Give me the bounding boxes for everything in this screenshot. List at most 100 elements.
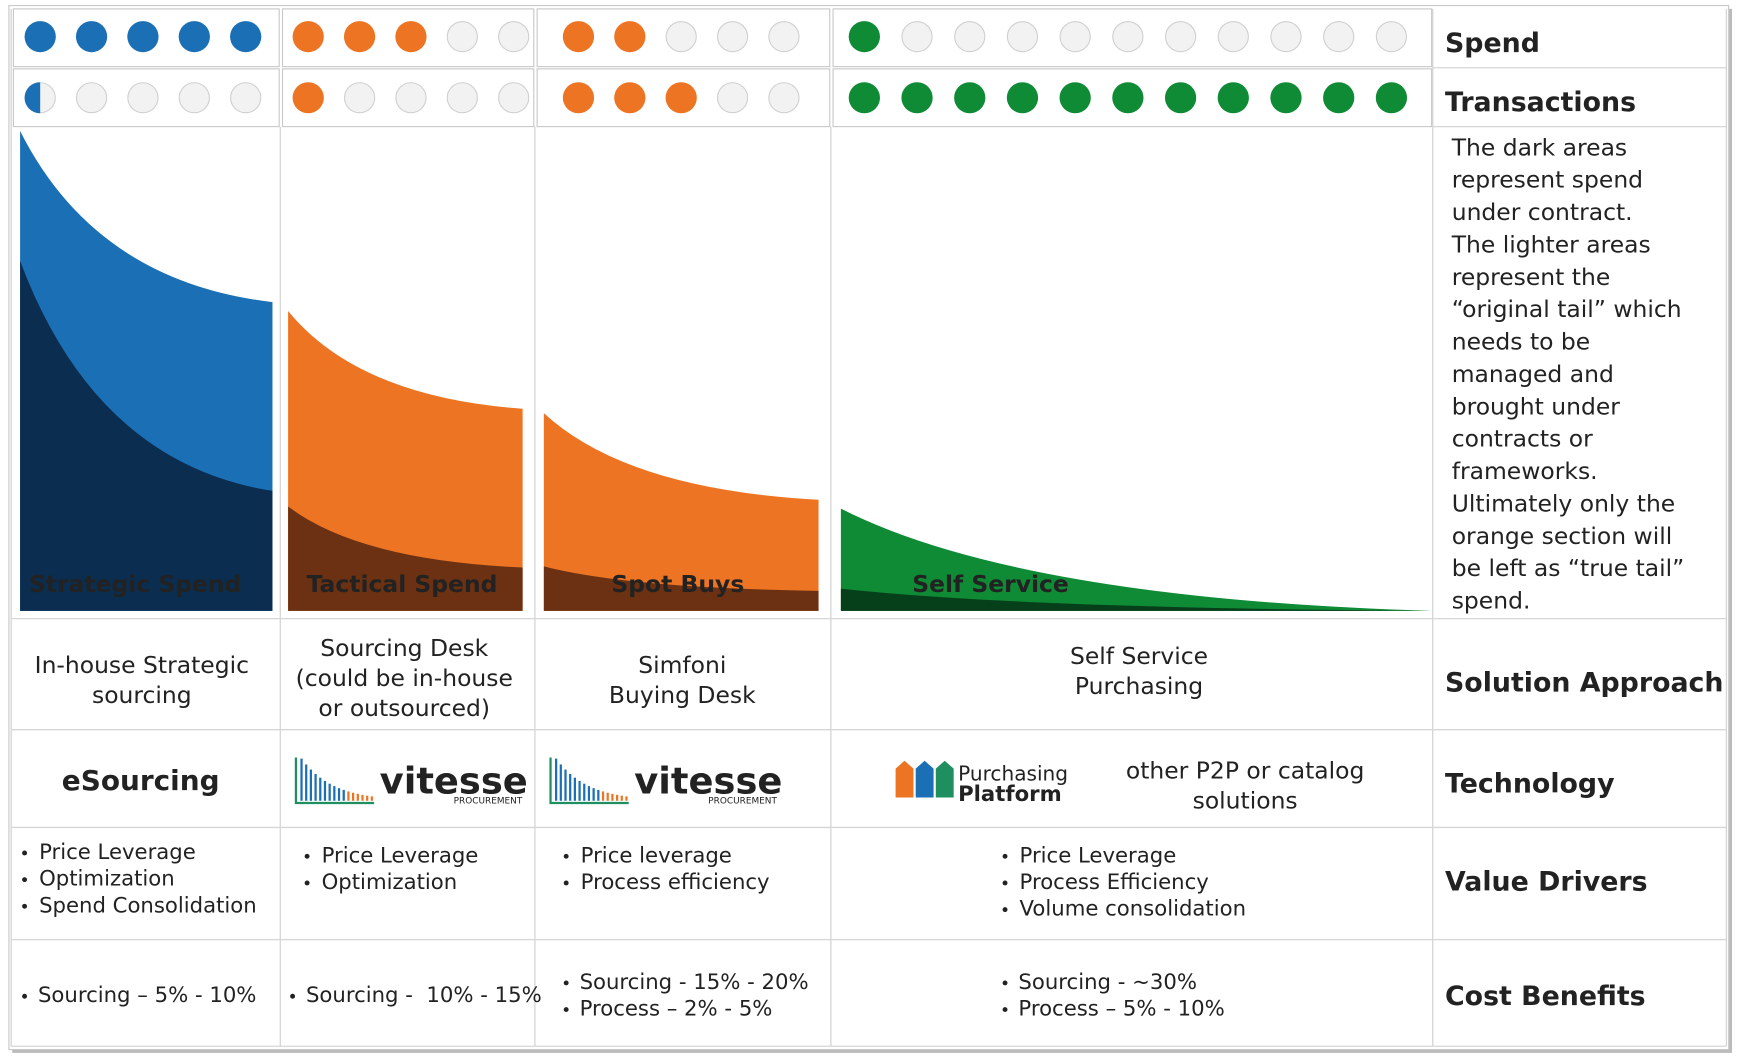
- bullet: [22, 903, 28, 909]
- tail-area: [288, 310, 523, 611]
- note-line: under contract.: [1452, 198, 1633, 226]
- logo-name: Platform: [958, 781, 1062, 806]
- rating-dot: [395, 21, 427, 53]
- rating-dot: [562, 82, 595, 114]
- bullet: [563, 880, 569, 886]
- rating-dot-empty: [954, 21, 986, 53]
- bullet: [563, 980, 569, 986]
- cost-benefit: Process – 2% - 5%: [580, 996, 773, 1021]
- rating-dot: [901, 82, 933, 114]
- rating-dot: [954, 82, 986, 114]
- rating-dot: [24, 21, 56, 53]
- rating-dot: [1112, 82, 1144, 114]
- rating-dot: [1217, 82, 1249, 114]
- contract-area: [840, 588, 1432, 611]
- rating-dot-empty: [395, 82, 427, 114]
- value-driver: Optimization: [322, 869, 458, 894]
- rating-dot: [614, 82, 646, 114]
- row-label: Spend: [1445, 28, 1540, 59]
- rating-dot-empty: [768, 82, 800, 114]
- contract-area: [543, 566, 819, 611]
- cost-benefit: Sourcing – 5% - 10%: [38, 982, 256, 1007]
- rating-dot: [1323, 82, 1355, 114]
- rating-dot: [292, 82, 324, 114]
- rating-dot-empty: [1217, 21, 1249, 53]
- cost-benefit: Process – 5% - 10%: [1018, 996, 1224, 1021]
- rating-dot-empty: [768, 21, 800, 53]
- tech-label: solutions: [1193, 786, 1298, 814]
- cost-benefit: Sourcing - 15% - 20%: [580, 969, 809, 994]
- bullet: [290, 993, 296, 999]
- solution-text: Self Service: [1070, 642, 1208, 670]
- rating-box: [12, 8, 280, 68]
- solution-text: In-house Strategic: [35, 651, 249, 679]
- solution-text: (could be in-house: [296, 664, 513, 692]
- note-line: The dark areas: [1451, 133, 1627, 161]
- rating-box: [536, 8, 831, 68]
- rating-dot-empty: [1375, 21, 1408, 53]
- rating-dot-empty: [127, 82, 159, 114]
- rating-dot-empty: [1270, 21, 1302, 53]
- bullet: [1002, 1007, 1008, 1013]
- note-line: “original tail” which: [1452, 295, 1682, 323]
- rating-dot-empty: [1006, 21, 1039, 53]
- rating-dot: [178, 21, 210, 53]
- bullet: [304, 853, 310, 859]
- rating-dot: [562, 21, 595, 53]
- rating-dot-empty: [446, 21, 478, 53]
- logo-name: vitesse: [380, 760, 528, 803]
- rating-box: [536, 68, 831, 128]
- value-driver: Price leverage: [581, 842, 732, 867]
- logo-axis: [549, 757, 629, 805]
- segment-label: Tactical Spend: [307, 570, 498, 598]
- note-line: be left as “true tail”: [1452, 554, 1685, 582]
- bullet: [304, 880, 310, 886]
- rating-dot-empty: [1059, 21, 1091, 53]
- note-line: represent the: [1452, 263, 1611, 291]
- grid: [10, 8, 1728, 1047]
- solution-text: sourcing: [92, 681, 192, 709]
- value-driver: Price Leverage: [322, 842, 479, 867]
- segment-label: Self Service: [912, 570, 1069, 598]
- row-label: Cost Benefits: [1445, 981, 1646, 1012]
- rating-dot-empty: [1164, 21, 1197, 53]
- rating-dot: [1006, 82, 1039, 114]
- rating-dot-empty: [716, 21, 749, 53]
- solution-text: Purchasing: [1075, 672, 1203, 700]
- solution-text: or outsourced): [318, 694, 490, 722]
- note-line: contracts or: [1452, 425, 1593, 453]
- rating-dot-empty: [343, 82, 376, 114]
- tech-label: other P2P or catalog: [1126, 756, 1364, 784]
- rating-dot-empty: [716, 82, 749, 114]
- rating-box: [832, 68, 1433, 128]
- rating-dot-empty: [498, 82, 530, 114]
- rating-dot-empty: [901, 21, 933, 53]
- logo-sub: PROCUREMENT: [708, 796, 777, 806]
- rating-box: [832, 8, 1433, 68]
- solution-text: Buying Desk: [609, 681, 756, 709]
- value-driver: Volume consolidation: [1020, 896, 1246, 921]
- cost-benefit: Sourcing - ~30%: [1018, 969, 1197, 994]
- rating-dot: [1164, 82, 1197, 114]
- contract-area: [288, 506, 523, 611]
- bullet: [563, 1007, 569, 1013]
- rating-dot: [292, 21, 324, 53]
- rating-dot-empty: [178, 82, 210, 114]
- tech-label: eSourcing: [62, 764, 220, 797]
- rating-dot: [665, 82, 697, 114]
- rating-dot-empty: [75, 82, 108, 114]
- rating-dot-empty: [665, 21, 697, 53]
- tail-area: [543, 413, 819, 611]
- value-driver: Price Leverage: [1020, 842, 1177, 867]
- solution-text: Simfoni: [638, 651, 726, 679]
- rating-dot-empty: [1112, 21, 1144, 53]
- contract-area: [20, 261, 273, 611]
- value-driver: Process Efficiency: [1020, 869, 1209, 894]
- note-line: frameworks.: [1452, 457, 1598, 485]
- rating-dot: [1270, 82, 1302, 114]
- rating-box: [281, 8, 535, 68]
- rating-dot: [127, 21, 159, 53]
- logo-tag: [915, 760, 934, 798]
